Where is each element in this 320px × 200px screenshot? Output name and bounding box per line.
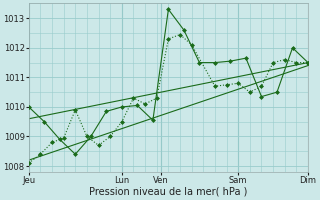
X-axis label: Pression niveau de la mer( hPa ): Pression niveau de la mer( hPa ) xyxy=(89,187,248,197)
